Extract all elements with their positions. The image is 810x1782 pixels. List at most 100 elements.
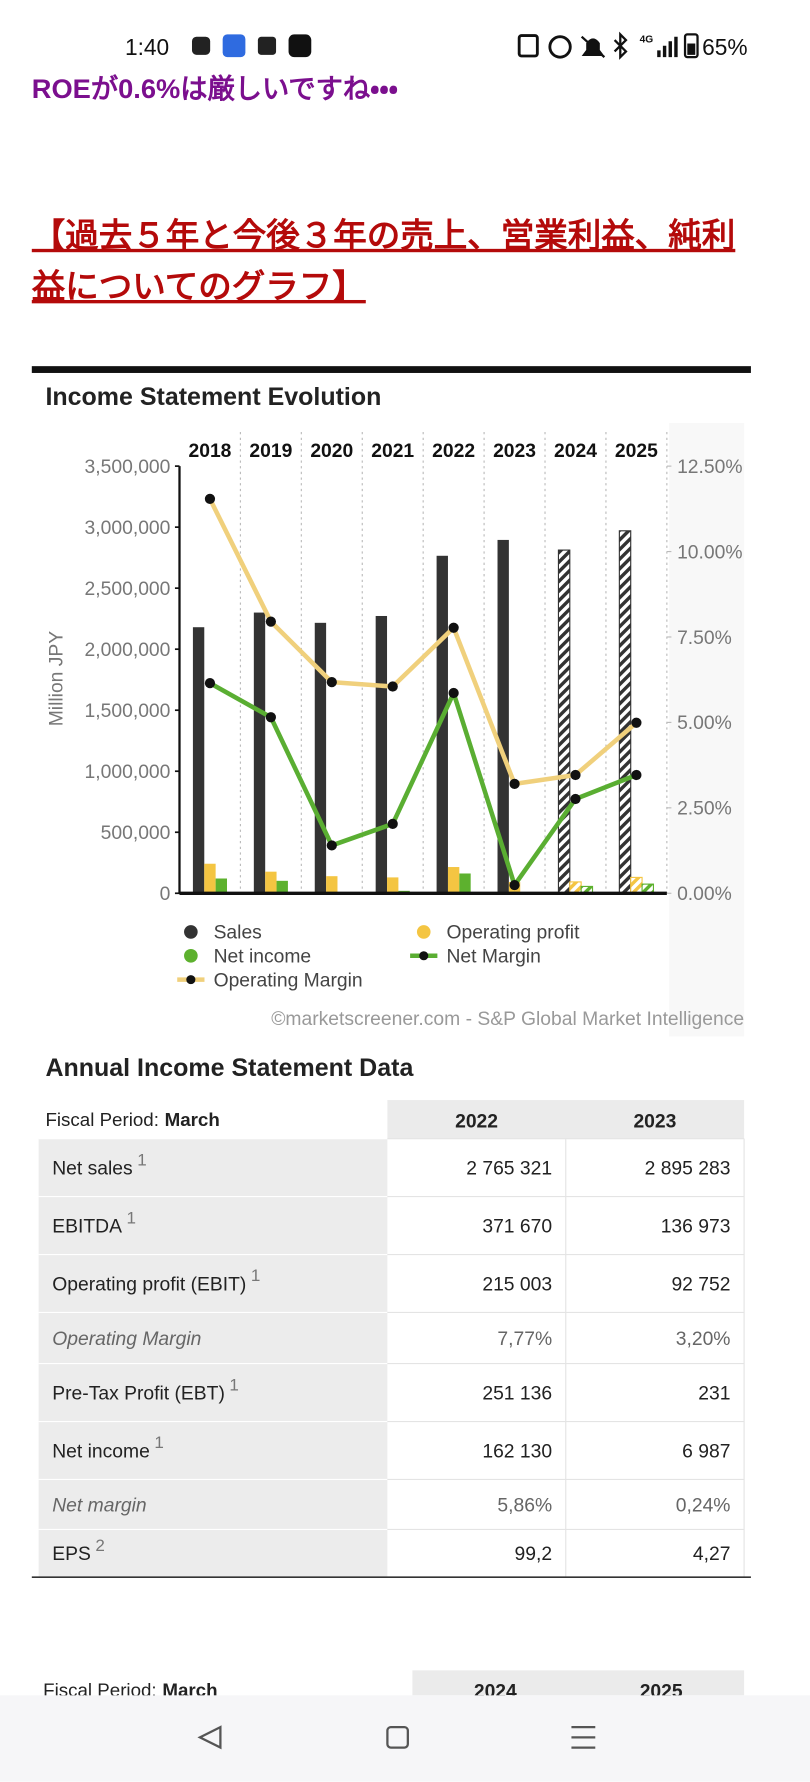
header-cell <box>412 1670 745 1696</box>
x-tick-label: 2022 <box>432 441 475 462</box>
header-cell <box>387 1100 745 1139</box>
home-button[interactable] <box>386 1725 409 1749</box>
y-tick-label: 1,500,000 <box>85 701 171 722</box>
cell-value: 231 <box>698 1383 730 1404</box>
period-value: March <box>165 1109 220 1130</box>
x-tick-label: 2018 <box>188 441 231 462</box>
footnote: 2 <box>95 1536 104 1555</box>
bar <box>459 873 471 894</box>
cell-value: 6 987 <box>682 1441 730 1462</box>
y2-tick-label: 12.50% <box>677 457 742 478</box>
status-bar: 1:40 4G 65% <box>125 31 748 60</box>
network-type: 4G <box>640 34 654 45</box>
footnote: 1 <box>251 1266 260 1285</box>
cell-value: 251 136 <box>482 1383 552 1404</box>
x-tick-label: 2025 <box>615 441 658 462</box>
line-marker <box>326 676 337 688</box>
footnote: 1 <box>154 1433 163 1452</box>
row-label: EBITDA 1 <box>52 1208 136 1237</box>
legend-item: Operating Margin <box>177 970 363 991</box>
bar <box>326 876 338 894</box>
cell-value: 2 765 321 <box>466 1158 552 1179</box>
y-tick-label: 500,000 <box>101 823 171 844</box>
x-tick-label: 2019 <box>249 441 292 462</box>
legend-marker <box>419 951 429 961</box>
bar <box>630 876 643 894</box>
row-label-text: Net income <box>52 1441 150 1462</box>
bar <box>192 627 205 894</box>
cell-value: 7,77% <box>497 1329 552 1350</box>
legend-label: Sales <box>214 923 262 944</box>
back-button[interactable] <box>197 1725 222 1750</box>
status-icon <box>257 36 277 55</box>
legend-item: Sales <box>184 923 262 944</box>
menu-button[interactable] <box>571 1725 596 1749</box>
y-tick-label: 0 <box>160 884 171 905</box>
row-label-cell <box>38 1421 388 1480</box>
row-label: Operating Margin <box>52 1329 201 1350</box>
bar <box>387 877 399 894</box>
status-icon <box>288 34 312 58</box>
row-label: Operating profit (EBIT) 1 <box>52 1266 260 1295</box>
x-tick-label: 2021 <box>371 441 414 462</box>
row-label-cell <box>38 1312 388 1364</box>
bar <box>375 615 388 894</box>
cell-value: 371 670 <box>482 1216 552 1237</box>
x-tick-label: 2023 <box>493 441 536 462</box>
bar <box>314 622 327 894</box>
row-label: Net sales 1 <box>52 1150 146 1179</box>
cell-value: 136 973 <box>661 1216 731 1237</box>
bar <box>276 880 288 894</box>
line-marker <box>265 616 276 627</box>
row-label-cell <box>38 1254 388 1313</box>
bar <box>447 867 460 894</box>
row-label-text: Pre-Tax Profit (EBT) <box>52 1383 225 1404</box>
row-label-text: Operating profit (EBIT) <box>52 1274 246 1295</box>
battery-icon <box>683 33 699 59</box>
line-marker <box>570 793 581 805</box>
line-marker <box>509 879 520 891</box>
row-label-cell <box>38 1479 388 1530</box>
line-marker <box>448 622 459 633</box>
chart-margin <box>669 422 745 1037</box>
legend-marker <box>186 975 196 985</box>
cell-value: 2 895 283 <box>645 1158 731 1179</box>
clock: 1:40 <box>125 34 169 60</box>
nav-bar <box>0 1695 810 1782</box>
legend-label: Operating profit <box>446 923 580 944</box>
legend-swatch <box>184 925 198 939</box>
cell-value: 3,20% <box>676 1329 731 1350</box>
line-marker <box>326 840 337 851</box>
row-label: Net income 1 <box>52 1433 164 1462</box>
chart-credit: ©marketscreener.com - S&P Global Market … <box>271 1009 744 1030</box>
legend-label: Operating Margin <box>214 970 363 991</box>
chart-title: Income Statement Evolution <box>45 383 381 411</box>
line-marker <box>509 778 520 790</box>
row-label-text: Net sales <box>52 1158 132 1179</box>
comment: ROEが0.6%は厳しいですね・・・ <box>32 73 398 104</box>
row-label-cell <box>38 1196 388 1255</box>
line-marker <box>570 769 581 781</box>
heading-line: 【過去５年と今後３年の売上、営業利益、純利 <box>32 218 736 255</box>
y-tick-label: 3,000,000 <box>85 518 171 539</box>
y2-tick-label: 2.50% <box>677 799 732 820</box>
row-label-cell <box>38 1363 388 1422</box>
row-label-text: EBITDA <box>52 1216 122 1237</box>
row-label-cell <box>38 1529 388 1578</box>
line <box>208 681 638 888</box>
cell-value: 5,86% <box>497 1495 552 1516</box>
bar <box>253 612 266 894</box>
line-marker <box>631 717 642 728</box>
line-marker <box>631 769 642 781</box>
cell-value: 99,2 <box>515 1544 553 1565</box>
y-tick-label: 2,500,000 <box>85 579 171 600</box>
x-tick-label: 2024 <box>554 441 597 462</box>
bar <box>265 871 277 894</box>
legend-swatch <box>184 948 198 963</box>
line <box>207 497 638 787</box>
bar <box>215 878 227 894</box>
nav-background <box>0 1695 810 1782</box>
x-tick-label: 2020 <box>310 441 353 462</box>
